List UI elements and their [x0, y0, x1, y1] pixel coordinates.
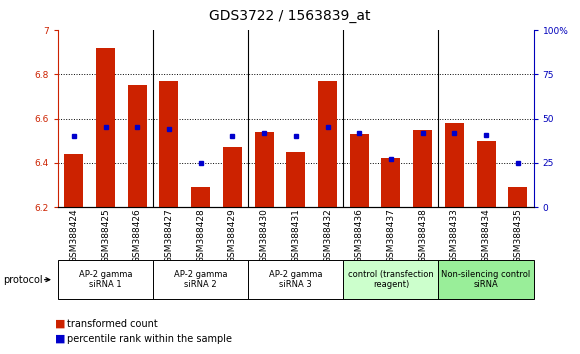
- Bar: [191, 187, 210, 207]
- Bar: [64, 154, 84, 207]
- Bar: [445, 123, 464, 207]
- Text: AP-2 gamma
siRNA 1: AP-2 gamma siRNA 1: [79, 270, 132, 289]
- Text: protocol: protocol: [3, 275, 42, 285]
- Text: percentile rank within the sample: percentile rank within the sample: [67, 334, 231, 344]
- Bar: [477, 141, 495, 207]
- Bar: [382, 158, 400, 207]
- Text: Non-silencing control
siRNA: Non-silencing control siRNA: [441, 270, 531, 289]
- Bar: [508, 187, 527, 207]
- Bar: [128, 85, 147, 207]
- Bar: [96, 48, 115, 207]
- Text: GDS3722 / 1563839_at: GDS3722 / 1563839_at: [209, 9, 371, 23]
- Text: AP-2 gamma
siRNA 2: AP-2 gamma siRNA 2: [174, 270, 227, 289]
- Bar: [287, 152, 305, 207]
- Bar: [160, 81, 179, 207]
- Text: transformed count: transformed count: [67, 319, 157, 329]
- Bar: [413, 130, 432, 207]
- Text: ■: ■: [55, 334, 66, 344]
- Bar: [255, 132, 274, 207]
- Text: ■: ■: [55, 319, 66, 329]
- Text: AP-2 gamma
siRNA 3: AP-2 gamma siRNA 3: [269, 270, 322, 289]
- Bar: [223, 147, 242, 207]
- Bar: [350, 134, 369, 207]
- Text: control (transfection
reagent): control (transfection reagent): [348, 270, 434, 289]
- Bar: [318, 81, 337, 207]
